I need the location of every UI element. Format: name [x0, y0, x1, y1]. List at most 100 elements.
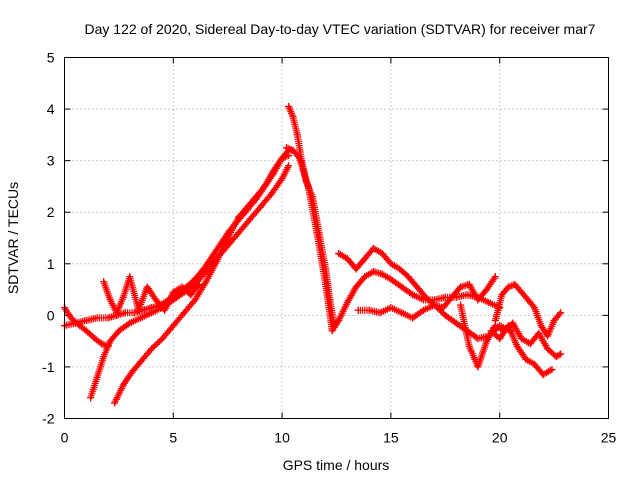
data-point [169, 288, 177, 296]
data-point [463, 291, 471, 299]
y-tick-label: 4 [47, 101, 55, 117]
data-point [378, 249, 386, 257]
data-point [396, 265, 404, 273]
data-point [369, 268, 377, 276]
data-point [82, 327, 90, 335]
x-tick-label: 5 [169, 430, 177, 446]
data-point [557, 309, 565, 317]
data-point [504, 283, 512, 291]
data-point [71, 319, 79, 327]
data-point [208, 252, 216, 260]
data-point [361, 273, 369, 281]
data-point [365, 306, 373, 314]
data-point [398, 283, 406, 291]
data-point [161, 306, 169, 314]
series-arc-k [491, 280, 565, 340]
data-point [322, 280, 330, 288]
data-point [235, 229, 243, 237]
data-point [343, 298, 351, 306]
data-point [413, 283, 421, 291]
data-point [465, 280, 473, 288]
data-point [513, 342, 521, 350]
data-point [548, 366, 556, 374]
data-point [235, 213, 243, 221]
data-point [420, 306, 428, 314]
data-point [130, 309, 138, 317]
data-point [256, 203, 264, 211]
y-tick-label: -2 [42, 411, 55, 427]
data-point [398, 309, 406, 317]
data-point [343, 255, 351, 263]
data-point [121, 309, 129, 317]
data-point [335, 317, 343, 325]
data-point [361, 255, 369, 263]
data-point [457, 283, 465, 291]
data-point [202, 268, 210, 276]
y-tick-label: 1 [47, 256, 55, 272]
data-point [87, 394, 95, 402]
data-point [352, 265, 360, 273]
data-point [119, 381, 127, 389]
data-point [93, 373, 101, 381]
data-point [491, 317, 499, 325]
data-point [544, 332, 552, 340]
data-point [213, 257, 221, 265]
data-point [104, 314, 112, 322]
data-point [191, 296, 199, 304]
data-point [496, 335, 504, 343]
data-point [180, 309, 188, 317]
data-point [387, 260, 395, 268]
data-point [448, 293, 456, 301]
data-point [106, 296, 114, 304]
data-point [483, 337, 491, 345]
data-point [119, 293, 127, 301]
data-point [282, 144, 290, 152]
data-point [169, 322, 177, 330]
data-point [285, 102, 293, 110]
data-point [526, 340, 534, 348]
data-point [465, 342, 473, 350]
series-arc-d [111, 151, 293, 407]
data-point [457, 301, 465, 309]
data-point [115, 327, 123, 335]
data-point [134, 306, 142, 314]
data-point [531, 360, 539, 368]
data-point [517, 335, 525, 343]
data-point [100, 353, 108, 361]
data-point [224, 234, 232, 242]
x-axis-title: GPS time / hours [283, 457, 390, 473]
x-tick-label: 0 [61, 430, 69, 446]
data-point [557, 350, 565, 358]
data-point [409, 291, 417, 299]
data-point [352, 283, 360, 291]
data-point [498, 291, 506, 299]
data-point [441, 311, 449, 319]
data-point [552, 353, 560, 361]
data-point [289, 146, 297, 154]
data-point [485, 298, 493, 306]
data-point [511, 280, 519, 288]
data-point [278, 154, 286, 162]
x-tick-label: 10 [274, 430, 290, 446]
data-point [535, 329, 543, 337]
data-point [93, 314, 101, 322]
data-point [187, 291, 195, 299]
data-point [202, 278, 210, 286]
data-point [550, 317, 558, 325]
data-point [524, 296, 532, 304]
data-point [285, 151, 293, 159]
data-point [178, 283, 186, 291]
data-point [313, 229, 321, 237]
y-axis-title: SDTVAR / TECUs [5, 182, 21, 294]
y-tick-label: 5 [47, 50, 55, 66]
data-point [522, 355, 530, 363]
grid [64, 57, 609, 419]
data-point [82, 317, 90, 325]
data-point [97, 340, 105, 348]
data-points [61, 102, 565, 407]
data-point [278, 175, 286, 183]
series-arc-e [100, 273, 203, 317]
data-point [387, 304, 395, 312]
data-point [195, 280, 203, 288]
data-point [296, 154, 304, 162]
